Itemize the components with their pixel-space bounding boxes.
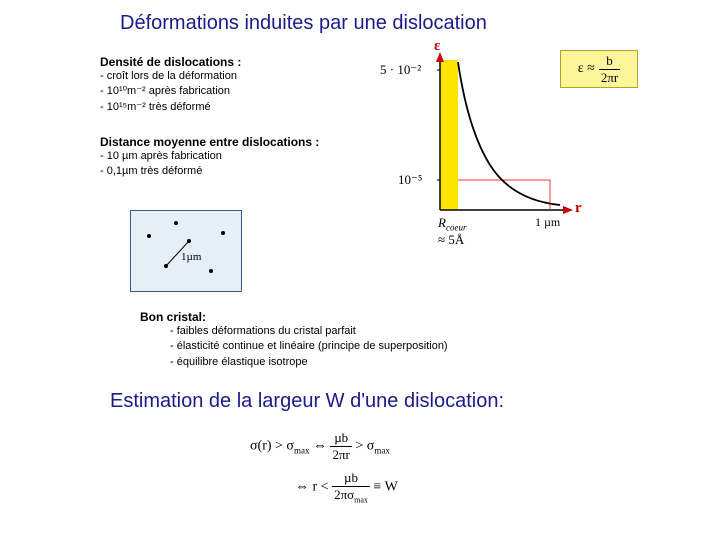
strain-formula: ε ≈ b 2πr	[560, 50, 638, 88]
density-heading: Densité de dislocations :	[100, 55, 241, 69]
density-b2: - 10¹⁰m⁻² après fabrication	[100, 84, 241, 99]
y-tick-bot: 10⁻⁵	[398, 172, 422, 188]
crystal-b1: - faibles déformations du cristal parfai…	[170, 324, 448, 339]
width-equation-2: ⇔ r < µb 2πσmax ≡ W	[295, 470, 398, 505]
diagram-dot	[221, 231, 225, 235]
strain-curve	[458, 62, 560, 205]
density-b1: - croît lors de la déformation	[100, 69, 241, 84]
r-axis-label: r	[575, 200, 582, 217]
diagram-dot	[174, 221, 178, 225]
distance-heading: Distance moyenne entre dislocations :	[100, 135, 319, 149]
estimation-heading: Estimation de la largeur W d'une disloca…	[110, 390, 504, 413]
dislocation-spacing-diagram: 1µm	[130, 210, 242, 292]
rcoeur-label: Rcoeur	[438, 215, 466, 233]
core-region	[440, 60, 458, 210]
page-title: Déformations induites par une dislocatio…	[120, 12, 487, 35]
diagram-dot	[147, 234, 151, 238]
diagram-dot	[164, 264, 168, 268]
diagram-dot	[187, 239, 191, 243]
width-equation-1: σ(r) > σmax ⇔ µb2πr > σmax	[250, 430, 390, 463]
crystal-heading: Bon cristal:	[140, 310, 448, 324]
diagram-label: 1µm	[181, 251, 201, 263]
density-b3: - 10¹⁵m⁻² très déformé	[100, 100, 241, 115]
y-tick-top: 5 · 10⁻²	[380, 62, 421, 78]
crystal-b3: - équilibre élastique isotrope	[170, 355, 448, 370]
distance-b1: - 10 µm après fabrication	[100, 149, 319, 164]
x-tick: 1 µm	[535, 215, 560, 230]
rcoeur-value: ≈ 5Å	[438, 232, 464, 248]
crystal-b2: - élasticité continue et linéaire (princ…	[170, 339, 448, 354]
diagram-dot	[209, 269, 213, 273]
distance-b2: - 0,1µm très déformé	[100, 164, 319, 179]
epsilon-axis-label: ε	[434, 38, 440, 55]
